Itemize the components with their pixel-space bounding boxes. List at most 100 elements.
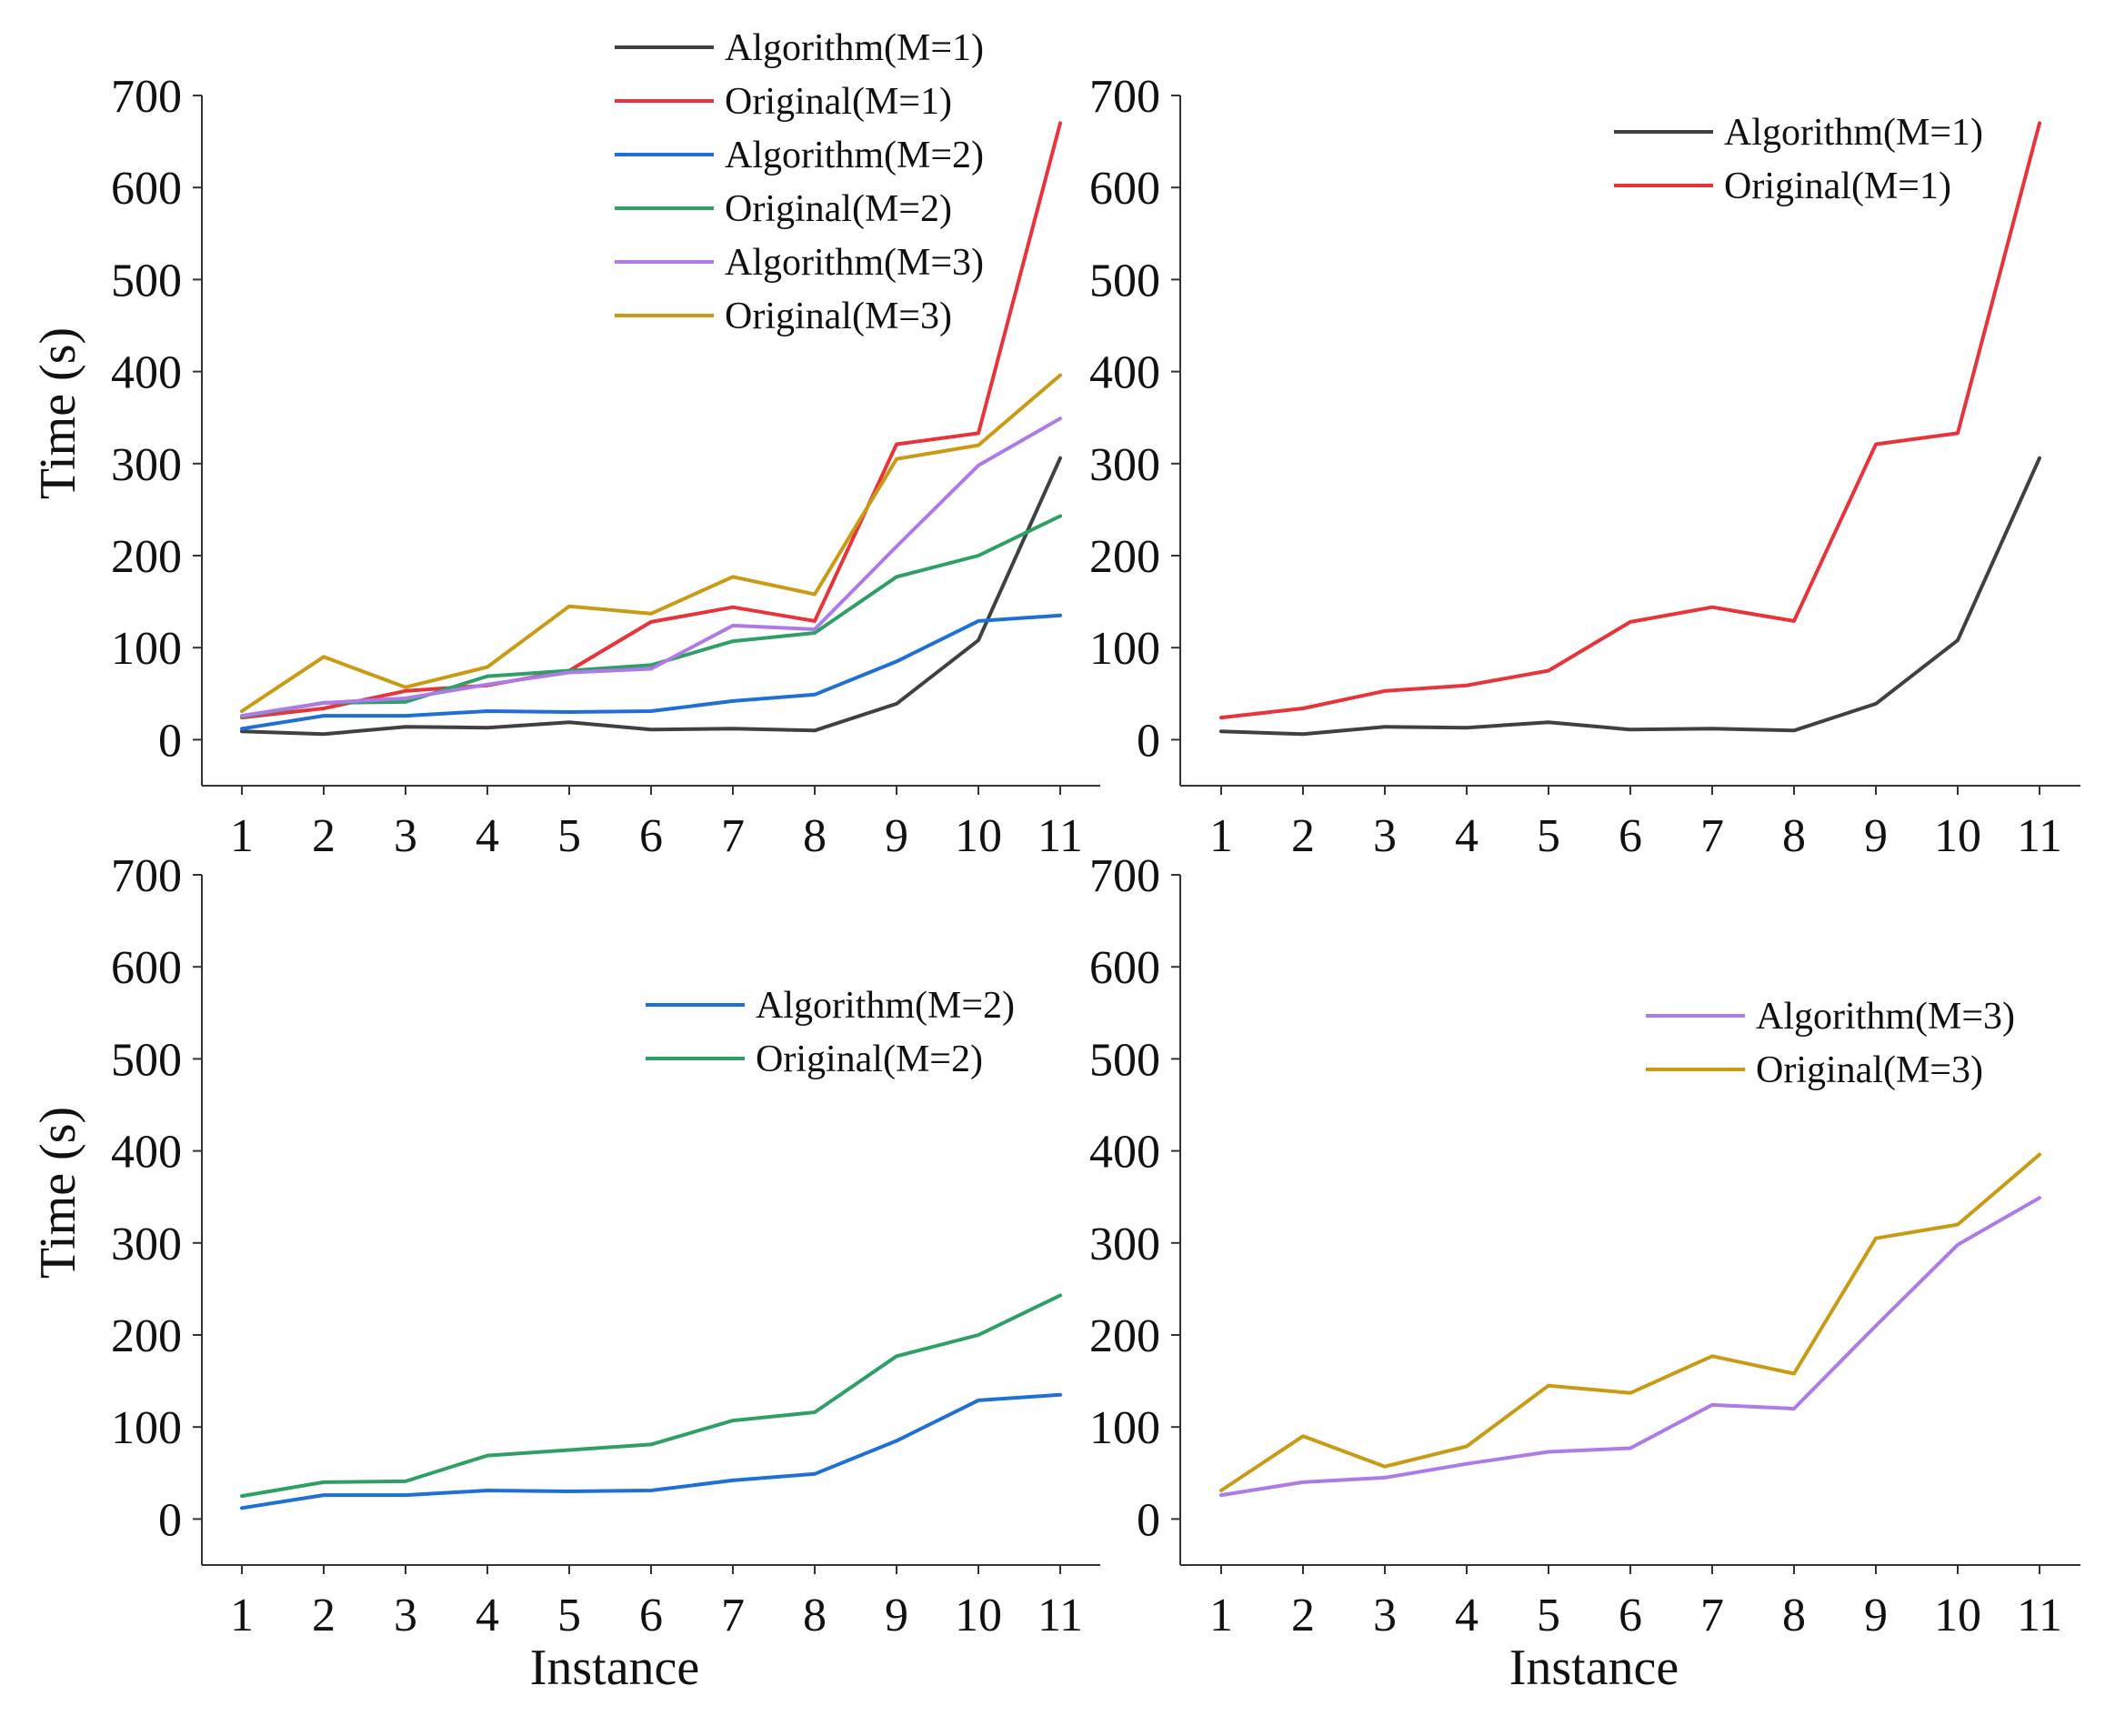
series-line-originalm1 bbox=[240, 121, 1062, 720]
x-tick-label: 10 bbox=[1934, 1590, 1981, 1641]
legend: Algorithm(M=3) Original(M=3) bbox=[1646, 996, 2015, 1091]
x-tick-label: 5 bbox=[1537, 1590, 1560, 1641]
x-tick-label: 11 bbox=[1037, 1590, 1083, 1641]
x-tick-label: 8 bbox=[1782, 1590, 1806, 1641]
legend-label-originalm1: Original(M=1) bbox=[1724, 166, 1951, 207]
legend-label-algorithmm2: Algorithm(M=2) bbox=[756, 985, 1015, 1027]
x-tick-label: 7 bbox=[1700, 810, 1724, 862]
series-line-originalm3 bbox=[240, 373, 1062, 713]
legend-label-algorithmm3: Algorithm(M=3) bbox=[725, 242, 984, 284]
x-tick-label: 4 bbox=[1455, 810, 1479, 862]
y-tick-label: 600 bbox=[1089, 942, 1160, 994]
series-line-originalm2 bbox=[240, 1293, 1062, 1499]
series-line-algorithmm2 bbox=[240, 1392, 1062, 1510]
y-tick-label: 400 bbox=[111, 347, 182, 399]
x-tick-label: 6 bbox=[1619, 810, 1642, 862]
x-tick-label: 10 bbox=[1934, 810, 1981, 862]
legend-label-originalm1: Original(M=1) bbox=[725, 81, 952, 123]
legend: Algorithm(M=1) Original(M=1) bbox=[1614, 112, 1983, 207]
y-tick-label: 500 bbox=[1089, 1034, 1160, 1086]
x-tick-label: 7 bbox=[721, 1590, 745, 1641]
series-line-algorithmm2 bbox=[240, 613, 1062, 731]
series-line-algorithmm1 bbox=[240, 456, 1062, 737]
legend-label-originalm3: Original(M=3) bbox=[725, 296, 952, 337]
x-tick-label: 7 bbox=[1700, 1590, 1724, 1641]
legend-label-originalm2: Original(M=2) bbox=[756, 1039, 983, 1080]
y-tick-label: 300 bbox=[1089, 1219, 1160, 1270]
x-tick-label: 3 bbox=[1373, 810, 1397, 862]
y-tick-label: 100 bbox=[1089, 1402, 1160, 1454]
y-tick-label: 200 bbox=[1089, 531, 1160, 583]
x-tick-label: 6 bbox=[639, 1590, 663, 1641]
x-tick-label: 2 bbox=[312, 810, 336, 862]
x-tick-label: 3 bbox=[394, 810, 417, 862]
x-tick-label: 8 bbox=[803, 1590, 827, 1641]
y-tick-label: 100 bbox=[111, 623, 182, 675]
x-tick-label: 5 bbox=[557, 810, 581, 862]
x-tick-label: 1 bbox=[230, 810, 254, 862]
y-tick-label: 400 bbox=[1089, 347, 1160, 399]
legend-label-algorithmm2: Algorithm(M=2) bbox=[725, 135, 984, 176]
chart-panel-top-left: 0 100 200 300 400 500 600 700 1 2 3 4 5 6 7 8 9 10 11 Algor… bbox=[30, 27, 1100, 862]
y-tick-label: 100 bbox=[1089, 623, 1160, 675]
x-tick-label: 11 bbox=[2017, 810, 2062, 862]
legend-label-originalm3: Original(M=3) bbox=[1756, 1049, 1983, 1091]
x-tick-label: 5 bbox=[557, 1590, 581, 1641]
y-tick-label: 100 bbox=[111, 1402, 182, 1454]
chart-panel-bottom-right: 0 100 200 300 400 500 600 700 1 2 3 4 5 6 7 8 9 10 11 Algor… bbox=[1089, 850, 2080, 1696]
y-tick-label: 600 bbox=[111, 163, 182, 215]
y-tick-label: 300 bbox=[1089, 439, 1160, 491]
x-tick-label: 4 bbox=[1455, 1590, 1479, 1641]
y-tick-label: 0 bbox=[158, 715, 182, 767]
series-line-algorithmm3 bbox=[240, 416, 1062, 718]
x-tick-label: 11 bbox=[1037, 810, 1083, 862]
y-axis-label: Time (s) bbox=[30, 327, 86, 499]
legend-label-originalm2: Original(M=2) bbox=[725, 188, 952, 230]
chart-panel-top-right: 0 100 200 300 400 500 600 700 1 2 3 4 5 6 7 8 9 10 11 Algor… bbox=[1089, 71, 2080, 862]
y-tick-label: 200 bbox=[1089, 1310, 1160, 1362]
legend-label-algorithmm1: Algorithm(M=1) bbox=[725, 27, 984, 69]
y-tick-label: 0 bbox=[1137, 1494, 1160, 1546]
chart-panel-bottom-left: 0 100 200 300 400 500 600 700 1 2 3 4 5 6 7 8 9 10 11 Algor… bbox=[30, 850, 1100, 1696]
legend: Algorithm(M=1) Original(M=1) Algorithm(M=2… bbox=[615, 27, 984, 337]
series-line-originalm1 bbox=[1219, 121, 2041, 720]
y-tick-label: 700 bbox=[111, 71, 182, 123]
x-tick-label: 1 bbox=[1209, 1590, 1233, 1641]
x-tick-label: 5 bbox=[1537, 810, 1560, 862]
y-axis-label: Time (s) bbox=[30, 1107, 86, 1279]
x-tick-label: 8 bbox=[1782, 810, 1806, 862]
x-tick-label: 3 bbox=[394, 1590, 417, 1641]
legend-label-algorithmm1: Algorithm(M=1) bbox=[1724, 112, 1983, 154]
x-tick-label: 9 bbox=[1864, 810, 1888, 862]
y-tick-label: 0 bbox=[1137, 715, 1160, 767]
series-line-algorithmm3 bbox=[1219, 1196, 2041, 1498]
y-tick-label: 200 bbox=[111, 531, 182, 583]
x-tick-label: 2 bbox=[1291, 810, 1315, 862]
x-axis-label: Instance bbox=[1509, 1640, 1679, 1696]
series-line-originalm2 bbox=[240, 514, 1062, 719]
x-tick-label: 6 bbox=[1619, 1590, 1642, 1641]
y-tick-label: 400 bbox=[111, 1127, 182, 1179]
y-tick-label: 700 bbox=[111, 850, 182, 902]
x-tick-label: 2 bbox=[312, 1590, 336, 1641]
y-tick-label: 500 bbox=[111, 1034, 182, 1086]
y-tick-label: 600 bbox=[1089, 163, 1160, 215]
x-axis-label: Instance bbox=[530, 1640, 700, 1696]
y-tick-label: 300 bbox=[111, 439, 182, 491]
y-tick-label: 700 bbox=[1089, 850, 1160, 902]
x-tick-label: 1 bbox=[1209, 810, 1233, 862]
x-tick-label: 1 bbox=[230, 1590, 254, 1641]
y-tick-label: 600 bbox=[111, 942, 182, 994]
y-tick-label: 300 bbox=[111, 1219, 182, 1270]
y-tick-label: 0 bbox=[158, 1494, 182, 1546]
x-tick-label: 9 bbox=[885, 810, 908, 862]
x-tick-label: 9 bbox=[885, 1590, 908, 1641]
x-tick-label: 11 bbox=[2017, 1590, 2062, 1641]
x-tick-label: 3 bbox=[1373, 1590, 1397, 1641]
x-tick-label: 8 bbox=[803, 810, 827, 862]
y-tick-label: 200 bbox=[111, 1310, 182, 1362]
series-line-originalm3 bbox=[1219, 1152, 2041, 1492]
x-tick-label: 2 bbox=[1291, 1590, 1315, 1641]
y-tick-label: 500 bbox=[1089, 255, 1160, 306]
